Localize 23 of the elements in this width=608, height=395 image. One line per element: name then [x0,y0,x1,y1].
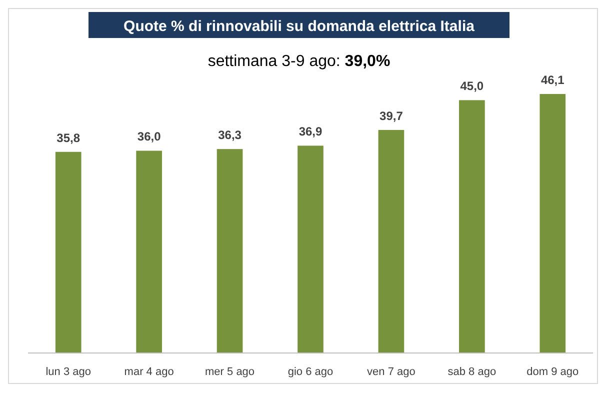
data-label: 35,8 [56,130,80,145]
x-tick-label: sab 8 ago [448,366,496,378]
x-tick-label: mar 4 ago [124,366,174,378]
bar [216,149,243,353]
bar [136,150,162,353]
bar [298,146,324,353]
bar [540,94,566,353]
bar [55,152,82,353]
data-label: 45,0 [460,79,484,94]
data-label: 46,1 [540,73,565,87]
bar [378,130,404,353]
data-label: 36,3 [218,128,242,142]
chart-title: Quote % di rinnovabili su domanda elettrica Italia [124,18,476,35]
x-tick-label: gio 6 ago [288,366,334,378]
x-tick-label: ven 7 ago [367,366,416,378]
data-label: 36,0 [137,130,162,144]
x-tick-label: mer 5 ago [205,366,255,378]
x-tick-label: dom 9 ago [526,366,579,378]
bar [459,100,485,353]
data-label: 39,7 [380,108,404,123]
chart-subtitle: settimana 3-9 ago: 39,0% [208,53,390,70]
x-tick-label: lun 3 ago [46,366,91,378]
data-label: 36,9 [298,124,322,139]
